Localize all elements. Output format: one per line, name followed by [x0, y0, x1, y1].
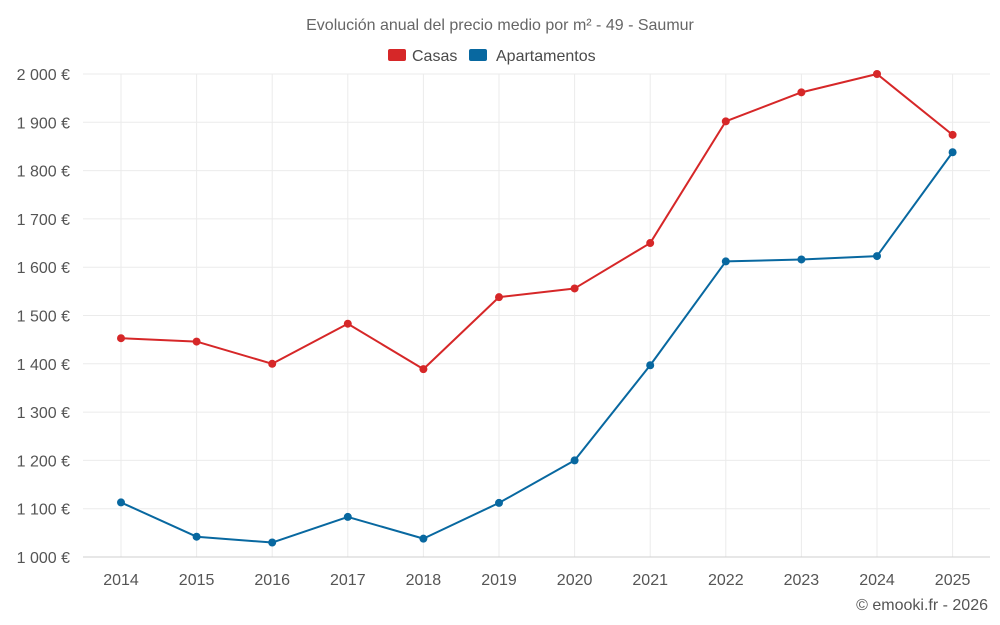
data-point-apartamentos: [495, 498, 503, 507]
y-tick-label: 1 800 €: [17, 164, 70, 181]
data-point-apartamentos: [419, 534, 428, 543]
x-tick-label: 2025: [935, 572, 971, 589]
x-tick-label: 2015: [179, 572, 215, 589]
credit-text: © emooki.fr - 2026: [856, 597, 988, 614]
data-point-apartamentos: [268, 538, 277, 547]
y-tick-label: 1 900 €: [17, 115, 70, 132]
data-point-apartamentos: [873, 252, 881, 261]
data-point-casas: [797, 88, 806, 97]
series-line-apartamentos: [120, 151, 954, 544]
series-layer: [117, 70, 957, 547]
data-point-casas: [948, 130, 957, 139]
data-point-apartamentos: [192, 532, 201, 541]
legend-swatch-casas: [388, 49, 406, 61]
x-tick-label: 2016: [254, 572, 290, 589]
x-tick-label: 2024: [859, 572, 895, 589]
y-tick-label: 1 300 €: [17, 405, 70, 422]
grid: [83, 73, 990, 557]
axes: 1 000 € 1 100 € 1 200 € 1 300 € 1 400 € 1 500…: [17, 67, 990, 589]
legend-swatch-apartamentos: [469, 49, 487, 61]
y-tick-label: 1 500 €: [17, 309, 70, 326]
data-point-apartamentos: [570, 456, 579, 465]
x-tick-label: 2021: [632, 572, 668, 589]
legend: Casas Apartamentos: [388, 48, 596, 65]
data-point-casas: [721, 117, 730, 126]
y-tick-label: 1 000 €: [17, 550, 70, 567]
x-tick-label: 2020: [557, 572, 593, 589]
x-tick-label: 2014: [103, 572, 139, 589]
chart-title: Evolución anual del precio medio por m² …: [306, 17, 694, 34]
legend-label-casas: Casas: [412, 48, 457, 65]
legend-label-apartamentos: Apartamentos: [496, 48, 596, 65]
data-point-casas: [419, 365, 428, 374]
data-point-casas: [192, 337, 201, 346]
data-point-apartamentos: [646, 361, 655, 370]
data-point-casas: [646, 239, 655, 248]
data-point-apartamentos: [948, 148, 957, 157]
y-tick-label: 1 100 €: [17, 502, 70, 519]
data-point-casas: [343, 319, 352, 328]
y-tick-label: 2 000 €: [17, 67, 70, 84]
data-point-casas: [495, 293, 503, 302]
x-tick-label: 2017: [330, 572, 366, 589]
y-tick-label: 1 200 €: [17, 453, 70, 470]
y-tick-label: 1 400 €: [17, 357, 70, 374]
data-point-apartamentos: [721, 257, 730, 266]
data-point-casas: [268, 359, 277, 368]
x-tick-label: 2019: [481, 572, 517, 589]
data-point-apartamentos: [797, 255, 806, 264]
x-tick-label: 2018: [406, 572, 442, 589]
data-point-casas: [117, 334, 125, 343]
data-point-apartamentos: [343, 512, 352, 521]
data-point-apartamentos: [117, 498, 125, 507]
x-tick-label: 2022: [708, 572, 744, 589]
x-tick-label: 2023: [784, 572, 820, 589]
data-point-casas: [873, 70, 881, 78]
data-point-casas: [570, 284, 579, 293]
y-tick-label: 1 700 €: [17, 212, 70, 229]
y-tick-label: 1 600 €: [17, 260, 70, 277]
series-line-casas: [120, 73, 954, 371]
